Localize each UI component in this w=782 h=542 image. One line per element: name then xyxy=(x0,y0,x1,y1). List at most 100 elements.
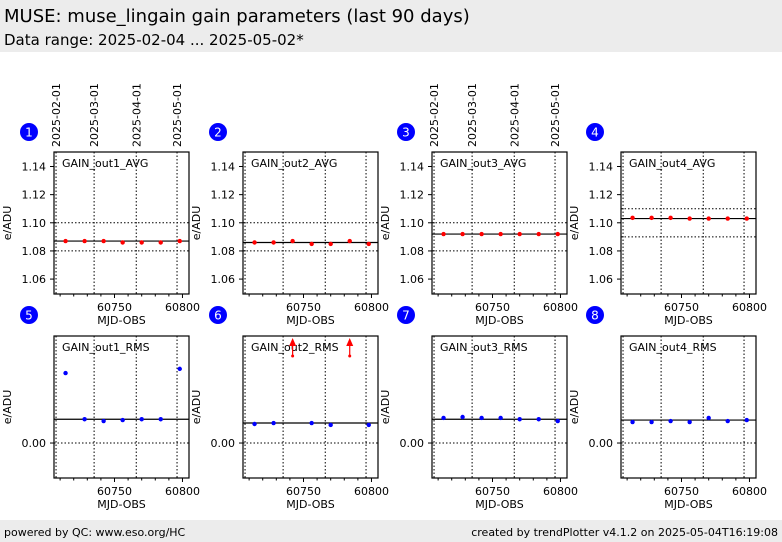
data-point xyxy=(630,419,635,425)
data-point xyxy=(517,231,522,237)
data-point xyxy=(536,231,541,237)
data-point xyxy=(271,420,276,426)
date-tick-label: 2025-03-01 xyxy=(88,83,101,147)
x-axis-label: MJD-OBS xyxy=(286,314,334,327)
y-axis-label: e/ADU xyxy=(1,390,14,425)
y-tick-label: 0.00 xyxy=(22,437,47,450)
panel-3: 3 2025-02-01 2025-03-01 2025-04-01 2025-05-0… xyxy=(379,83,578,327)
x-tick-label: 60800 xyxy=(354,485,389,498)
x-tick-label: 60750 xyxy=(664,485,699,498)
data-range: Data range: 2025-02-04 ... 2025-05-02* xyxy=(4,31,304,49)
data-point xyxy=(498,415,503,421)
data-point xyxy=(252,240,257,245)
panel-number-badge xyxy=(397,123,415,141)
y-tick-label: 1.10 xyxy=(400,217,425,230)
off-scale-arrow xyxy=(289,338,297,358)
y-axis-label: e/ADU xyxy=(1,206,14,241)
data-point xyxy=(725,418,730,424)
panel-number: 2 xyxy=(214,126,222,140)
data-point xyxy=(630,215,635,221)
data-point xyxy=(101,238,106,244)
y-axis-label: e/ADU xyxy=(568,206,581,241)
footer-bar: powered by QC: www.eso.org/HC created by… xyxy=(0,520,782,542)
page-title: MUSE: muse_lingain gain parameters (last… xyxy=(4,6,470,27)
data-point xyxy=(536,417,541,422)
data-point xyxy=(63,238,68,244)
data-point xyxy=(460,231,465,237)
y-tick-label: 1.14 xyxy=(22,160,47,173)
axes-frame xyxy=(620,335,757,479)
data-point xyxy=(366,422,371,428)
panel-number-badge xyxy=(397,306,415,324)
y-tick-label: 1.14 xyxy=(589,160,614,173)
data-point xyxy=(744,417,749,423)
axes-frame xyxy=(242,335,379,479)
y-tick-label: 1.12 xyxy=(22,189,47,202)
x-tick-label: 60750 xyxy=(286,485,321,498)
panel-number: 1 xyxy=(25,126,33,140)
data-point xyxy=(271,240,276,245)
x-tick-label: 60800 xyxy=(732,485,767,498)
data-point xyxy=(555,231,560,237)
x-axis-label: MJD-OBS xyxy=(286,498,334,511)
y-tick-label: 1.14 xyxy=(400,160,425,173)
axes-frame xyxy=(431,335,568,479)
y-tick-label: 1.12 xyxy=(211,189,236,202)
panel-number: 3 xyxy=(402,126,410,140)
x-tick-label: 60800 xyxy=(165,485,200,498)
date-tick-label: 2025-04-01 xyxy=(130,83,143,147)
data-point xyxy=(649,215,654,221)
panel-title: GAIN_out2_AVG xyxy=(251,157,337,170)
y-axis-label: e/ADU xyxy=(190,390,203,425)
arrow-head xyxy=(289,338,297,346)
date-tick-label: 2025-03-01 xyxy=(466,83,479,147)
data-point xyxy=(479,231,484,237)
data-point xyxy=(441,231,446,237)
data-point xyxy=(668,418,673,424)
x-axis-label: MJD-OBS xyxy=(475,314,523,327)
data-point xyxy=(101,418,106,424)
panel-title: GAIN_out4_AVG xyxy=(629,157,715,170)
footer-powered-by[interactable]: powered by QC: www.eso.org/HC xyxy=(4,526,186,539)
x-tick-label: 60800 xyxy=(732,301,767,314)
data-point xyxy=(177,366,182,372)
panel-number: 6 xyxy=(214,309,222,323)
data-point xyxy=(158,417,163,422)
data-point xyxy=(517,417,522,422)
axes-frame xyxy=(53,335,190,479)
y-tick-label: 1.10 xyxy=(22,217,47,230)
y-tick-label: 1.08 xyxy=(211,245,236,258)
arrow-point xyxy=(291,354,295,358)
x-axis-label: MJD-OBS xyxy=(97,498,145,511)
data-point xyxy=(328,422,333,428)
data-point xyxy=(309,241,314,247)
data-point xyxy=(347,238,352,244)
data-point xyxy=(460,414,465,420)
y-tick-label: 1.08 xyxy=(589,245,614,258)
x-tick-label: 60800 xyxy=(543,301,578,314)
data-point xyxy=(744,216,749,221)
panel-number-badge xyxy=(20,123,38,141)
y-tick-label: 1.06 xyxy=(400,273,425,286)
y-tick-label: 1.06 xyxy=(589,273,614,286)
data-point xyxy=(139,417,144,422)
arrow-head xyxy=(346,338,354,346)
panel-title: GAIN_out2_RMS xyxy=(251,341,339,354)
panel-number-badge xyxy=(586,123,604,141)
x-tick-label: 60750 xyxy=(286,301,321,314)
panel-2: 2 GAIN_out2_AVG 1.06 1.08 1.10 1.12 1.14 60750 6… xyxy=(190,123,389,327)
data-point xyxy=(498,231,503,237)
data-point xyxy=(82,417,87,422)
y-axis-label: e/ADU xyxy=(568,390,581,425)
data-point xyxy=(120,417,125,423)
data-point xyxy=(668,215,673,221)
data-point xyxy=(328,241,333,247)
panel-number-badge xyxy=(20,306,38,324)
data-point xyxy=(649,419,654,425)
y-tick-label: 1.06 xyxy=(22,273,47,286)
x-tick-label: 60750 xyxy=(475,301,510,314)
off-scale-arrow xyxy=(346,338,354,358)
date-tick-label: 2025-05-01 xyxy=(171,83,184,147)
data-point xyxy=(82,238,87,244)
data-point xyxy=(366,241,371,247)
